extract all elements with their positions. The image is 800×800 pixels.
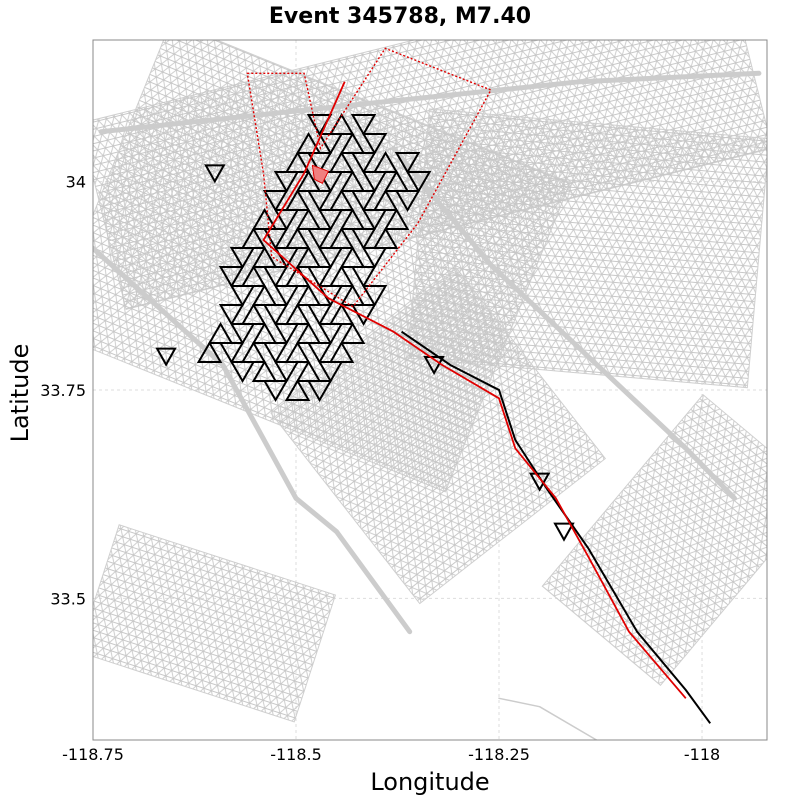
ruptured-element bbox=[361, 285, 388, 307]
ruptured-elements bbox=[155, 113, 712, 724]
ruptured-element bbox=[423, 356, 445, 376]
ruptured-element bbox=[306, 190, 333, 212]
ruptured-element bbox=[218, 342, 245, 364]
ruptured-element bbox=[204, 164, 226, 184]
ruptured-element bbox=[553, 522, 575, 542]
ruptured-element bbox=[317, 323, 344, 345]
ruptured-element bbox=[361, 133, 388, 155]
ruptured-element bbox=[528, 472, 551, 492]
ruptured-element bbox=[273, 247, 300, 269]
y-tick-label: 33.75 bbox=[40, 381, 86, 400]
ruptured-element bbox=[218, 266, 245, 288]
ruptured-element bbox=[284, 379, 311, 401]
background-fault-trace bbox=[98, 70, 762, 135]
ruptured-element bbox=[361, 209, 388, 231]
x-tick-label: -118.75 bbox=[62, 745, 124, 764]
ruptured-element bbox=[273, 323, 300, 345]
ruptured-element bbox=[273, 171, 300, 193]
ruptured-fault-line bbox=[401, 330, 712, 724]
ruptured-element bbox=[405, 171, 432, 193]
hypocenter-marker bbox=[311, 164, 330, 185]
ruptured-element bbox=[229, 323, 256, 345]
ruptured-element bbox=[361, 247, 388, 269]
rupture-trace-line bbox=[262, 81, 687, 699]
chart-title: Event 345788, M7.40 bbox=[269, 4, 531, 29]
mesh-band bbox=[407, 108, 767, 389]
ruptured-element bbox=[394, 190, 421, 212]
x-axis-label: Longitude bbox=[370, 768, 489, 796]
background-fault-mesh bbox=[93, 40, 767, 723]
ruptured-element bbox=[306, 228, 333, 250]
ruptured-element bbox=[155, 347, 177, 367]
y-ticks: 33.5 33.75 34 bbox=[40, 173, 86, 609]
ruptured-element bbox=[196, 341, 223, 363]
rupture-outline bbox=[246, 47, 492, 308]
plot-frame bbox=[92, 39, 768, 741]
ruptured-element bbox=[306, 380, 333, 402]
rupture-trace bbox=[262, 81, 687, 699]
y-axis-label: Latitude bbox=[6, 344, 34, 443]
ruptured-element bbox=[229, 247, 256, 269]
ruptured-element bbox=[350, 266, 377, 288]
ruptured-element bbox=[218, 304, 245, 326]
ruptured-element bbox=[262, 380, 289, 402]
ruptured-element bbox=[262, 304, 289, 326]
ruptured-element bbox=[262, 190, 289, 212]
y-tick-label: 34 bbox=[66, 173, 86, 192]
ruptured-element bbox=[317, 247, 344, 269]
rupture-outline-polygon bbox=[246, 47, 492, 308]
ruptured-element bbox=[262, 266, 289, 288]
background-fault-traces bbox=[93, 70, 762, 740]
ruptured-element bbox=[273, 209, 300, 231]
ruptured-element bbox=[317, 133, 344, 155]
ruptured-element bbox=[273, 285, 300, 307]
ruptured-element bbox=[317, 361, 344, 383]
mesh-band bbox=[270, 267, 607, 605]
ruptured-element bbox=[350, 190, 377, 212]
x-tick-label: -118.5 bbox=[270, 745, 322, 764]
ruptured-element bbox=[262, 342, 289, 364]
y-tick-label: 33.5 bbox=[50, 589, 86, 608]
hypocenter bbox=[311, 164, 330, 185]
mesh-band bbox=[93, 524, 337, 723]
ruptured-element bbox=[317, 171, 344, 193]
ruptured-element bbox=[383, 208, 410, 230]
ruptured-element bbox=[394, 152, 421, 174]
ruptured-element bbox=[350, 152, 377, 174]
ruptured-element bbox=[361, 171, 388, 193]
background-fault-trace bbox=[498, 697, 598, 740]
ruptured-element bbox=[273, 361, 300, 383]
ruptured-element bbox=[306, 266, 333, 288]
x-ticks: -118.75 -118.5 -118.25 -118 bbox=[62, 745, 720, 764]
ruptured-element bbox=[350, 114, 377, 136]
ruptured-element bbox=[306, 304, 333, 326]
x-tick-label: -118 bbox=[684, 745, 720, 764]
mesh-band bbox=[541, 393, 767, 687]
ruptured-element bbox=[317, 209, 344, 231]
background-fault-trace bbox=[93, 245, 413, 635]
ruptured-element bbox=[306, 152, 333, 174]
x-tick-label: -118.25 bbox=[468, 745, 530, 764]
ruptured-element bbox=[229, 361, 256, 383]
ruptured-element bbox=[350, 228, 377, 250]
ruptured-element bbox=[306, 342, 333, 364]
background-fault-trace bbox=[391, 145, 737, 501]
ruptured-element bbox=[229, 285, 256, 307]
ruptured-element bbox=[339, 322, 366, 344]
